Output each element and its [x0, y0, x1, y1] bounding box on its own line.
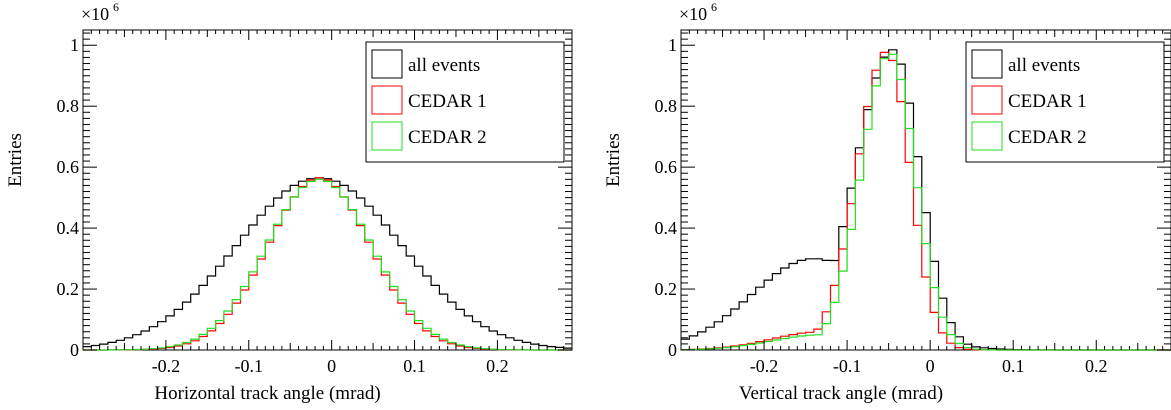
- legend-entry-cedar-1: CEDAR 1: [371, 85, 487, 115]
- x-axis-label: Horizontal track angle (mrad): [154, 383, 380, 404]
- x-tick-label: 0.1: [1002, 356, 1025, 376]
- y-tick-label: 0.2: [57, 279, 80, 299]
- y-tick-label: 0.4: [57, 218, 80, 238]
- plot-frame: [82, 29, 573, 351]
- legend-box: [365, 41, 565, 163]
- chart-horizontal-angle: -0.2 -0.1 0 0.1 0.2 0 0.2 0.4 0.6 0.8 1 ×10 6 Hori…: [5, 0, 573, 404]
- y-tick-label: 0: [668, 340, 677, 360]
- legend-swatch-all-events: [971, 49, 1003, 79]
- legend-entry-all-events: all events: [371, 49, 480, 79]
- y-multiplier-label: ×10: [81, 4, 109, 24]
- legend-entry-cedar-2: CEDAR 2: [971, 121, 1087, 151]
- axis-ticks: -0.2 -0.1 0 0.1 0.2 0 0.2 0.4 0.6 0.8 1: [655, 30, 1171, 376]
- legend-label-cedar-1: CEDAR 1: [408, 91, 487, 112]
- chart-vertical-angle: -0.2 -0.1 0 0.1 0.2 0 0.2 0.4 0.6 0.8 1 ×10 6 Vert…: [603, 0, 1171, 404]
- series-cedar-2-histogram: [681, 53, 1171, 351]
- y-tick-label: 0.8: [57, 96, 80, 116]
- series-cedar-1-histogram: [83, 177, 572, 351]
- legend-entry-cedar-1: CEDAR 1: [971, 85, 1087, 115]
- y-tick-label: 0.6: [57, 157, 80, 177]
- x-tick-label: -0.2: [152, 356, 181, 376]
- legend-label-cedar-2: CEDAR 2: [408, 127, 487, 148]
- legend-label-cedar-2: CEDAR 2: [1008, 127, 1087, 148]
- x-tick-label: -0.1: [235, 356, 264, 376]
- y-tick-label: 0.4: [655, 218, 678, 238]
- x-tick-label: 0: [327, 356, 336, 376]
- y-multiplier-label: ×10: [679, 4, 707, 24]
- y-tick-label: 0.8: [655, 96, 678, 116]
- legend-label-cedar-1: CEDAR 1: [1008, 91, 1087, 112]
- axis-ticks: -0.2 -0.1 0 0.1 0.2 0 0.2 0.4 0.6 0.8 1: [57, 30, 573, 376]
- y-multiplier-exponent: 6: [711, 0, 717, 14]
- legend-label-all-events: all events: [1008, 55, 1080, 76]
- legend-swatch-cedar-1: [971, 85, 1003, 115]
- legend: all events CEDAR 1 CEDAR 2: [965, 41, 1165, 163]
- legend-entry-cedar-2: CEDAR 2: [371, 121, 487, 151]
- y-tick-label: 0.6: [655, 157, 678, 177]
- series-all-events-histogram: [83, 177, 572, 349]
- histogram-layer: [83, 177, 572, 351]
- legend-swatch-cedar-2: [971, 121, 1003, 151]
- x-tick-label: 0.1: [403, 356, 426, 376]
- x-tick-label: -0.2: [750, 356, 779, 376]
- y-tick-label: 1: [668, 35, 677, 55]
- x-axis-label: Vertical track angle (mrad): [739, 383, 943, 404]
- plot-frame: [680, 29, 1171, 351]
- legend-label-all-events: all events: [408, 55, 480, 76]
- legend-box: [965, 41, 1165, 163]
- y-tick-label: 0.2: [655, 279, 678, 299]
- y-axis-label: Entries: [603, 133, 624, 187]
- legend-swatch-cedar-1: [371, 85, 403, 115]
- y-tick-label: 1: [70, 35, 79, 55]
- y-tick-label: 0: [70, 340, 79, 360]
- x-tick-label: 0.2: [1085, 356, 1108, 376]
- legend-swatch-all-events: [371, 49, 403, 79]
- y-multiplier-exponent: 6: [113, 0, 119, 14]
- x-tick-label: 0: [926, 356, 935, 376]
- x-tick-label: -0.1: [833, 356, 862, 376]
- legend-entry-all-events: all events: [971, 49, 1080, 79]
- series-cedar-2-histogram: [83, 178, 572, 351]
- legend: all events CEDAR 1 CEDAR 2: [365, 41, 565, 163]
- x-tick-label: 0.2: [486, 356, 509, 376]
- legend-swatch-cedar-2: [371, 121, 403, 151]
- y-axis-label: Entries: [5, 133, 26, 187]
